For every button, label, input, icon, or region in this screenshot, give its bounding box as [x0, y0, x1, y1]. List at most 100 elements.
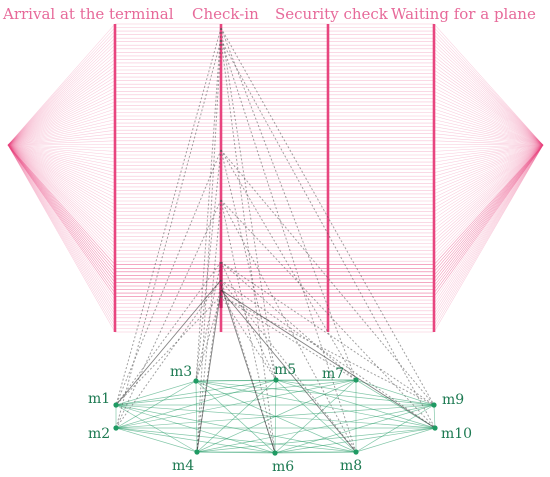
mesh-edge [115, 379, 357, 406]
node-dot-m3 [193, 378, 199, 384]
dashed-link [115, 27, 222, 406]
fan-line-right [433, 73, 544, 146]
dashed-link [220, 27, 435, 406]
mesh-edge [274, 404, 435, 454]
stage-label-check-in: Check-in [192, 5, 259, 23]
mesh-edge [195, 380, 435, 406]
fan-line-left [7, 80, 116, 146]
fan-line-left [7, 41, 116, 146]
fan-line-left [7, 144, 116, 156]
fan-line-right [433, 129, 544, 146]
fan-line-left [7, 144, 116, 170]
fan-line-left [7, 76, 116, 146]
fan-line-left [7, 144, 116, 223]
fan-line-right [433, 144, 544, 223]
fan-line-right [433, 144, 544, 202]
node-label-m10: m10 [441, 426, 472, 442]
node-dots [113, 377, 438, 456]
node-label-m8: m8 [340, 458, 362, 474]
fan-line-right [433, 144, 544, 181]
fan-line-right [433, 83, 544, 146]
fan-line-left [7, 144, 116, 308]
solid-link [220, 284, 276, 454]
dashed-link [220, 261, 277, 381]
fan-line-right [433, 144, 544, 244]
fan-line-right [433, 144, 544, 248]
fan-line-right [433, 144, 544, 219]
fan-line-right [433, 41, 544, 146]
fan-line-left [7, 144, 116, 269]
node-label-m7: m7 [322, 366, 344, 382]
fan-line-left [7, 144, 116, 230]
mesh-edge [115, 404, 198, 453]
fan-line-right [433, 144, 544, 209]
dashed-link [195, 295, 222, 382]
fan-line-left [7, 34, 116, 146]
fan-line-right [433, 144, 544, 276]
node-label-m4: m4 [172, 458, 194, 474]
fan-line-right [433, 38, 544, 146]
solid-link [196, 289, 222, 453]
fan-line-left [7, 101, 116, 146]
solid-link [220, 289, 357, 453]
mesh-edge [274, 379, 357, 454]
fan-line-left [7, 144, 116, 212]
stage-label-security: Security check [275, 5, 389, 23]
fan-line-right [433, 98, 544, 146]
solid-link [220, 289, 436, 429]
dashed-link [115, 39, 222, 429]
mesh-edge [355, 379, 435, 406]
mesh-edge [274, 379, 277, 454]
node-mesh-edges [115, 379, 436, 454]
fan-line-left [7, 144, 116, 188]
mesh-edge [355, 427, 436, 453]
node-dot-m1 [113, 402, 119, 408]
fan-line-right [433, 144, 544, 265]
fan-line-left [7, 144, 116, 202]
fan-line-right [433, 87, 544, 146]
node-label-m6: m6 [272, 459, 294, 475]
fan-line-left [7, 133, 116, 146]
fan-line-left [7, 48, 116, 146]
fan-line-left [7, 122, 116, 146]
fan-line-left [7, 144, 116, 195]
fan-line-right [433, 133, 544, 146]
mesh-edge [115, 380, 197, 429]
fan-line-left [7, 144, 116, 322]
fan-line-left [7, 144, 116, 333]
fan-line-left [7, 144, 116, 152]
fan-line-left [7, 144, 116, 198]
fan-line-left [7, 144, 116, 234]
dashed-link [115, 261, 222, 406]
fan-line-right [433, 144, 544, 280]
fan-line-right [433, 66, 544, 146]
fan-line-left [7, 144, 116, 248]
fan-line-left [7, 44, 116, 146]
fan-line-left [7, 144, 116, 184]
mesh-edge [195, 380, 436, 429]
fan-line-left [7, 112, 116, 146]
fan-line-left [7, 52, 116, 146]
node-dot-m10 [432, 425, 438, 431]
node-label-m5: m5 [274, 362, 296, 378]
fan-line-right [433, 144, 544, 170]
fan-line-left [7, 144, 116, 177]
fan-line-left [7, 140, 116, 146]
dashed-link [195, 261, 222, 382]
fan-line-right [433, 144, 544, 173]
fan-line-left [7, 144, 116, 163]
fan-line-right [433, 91, 544, 146]
fan-line-left [7, 87, 116, 146]
fan-line-right [433, 144, 544, 149]
node-dot-m5 [273, 377, 279, 383]
fan-line-right [433, 144, 544, 326]
fan-line-right [433, 144, 544, 262]
fan-line-left [7, 144, 116, 173]
fan-line-left [7, 59, 116, 146]
fan-line-right [433, 59, 544, 146]
dashed-link [195, 149, 222, 382]
fan-line-left [7, 144, 116, 287]
dashed-links [115, 27, 436, 454]
fan-line-right [433, 144, 544, 297]
fan-line-left [7, 144, 116, 329]
